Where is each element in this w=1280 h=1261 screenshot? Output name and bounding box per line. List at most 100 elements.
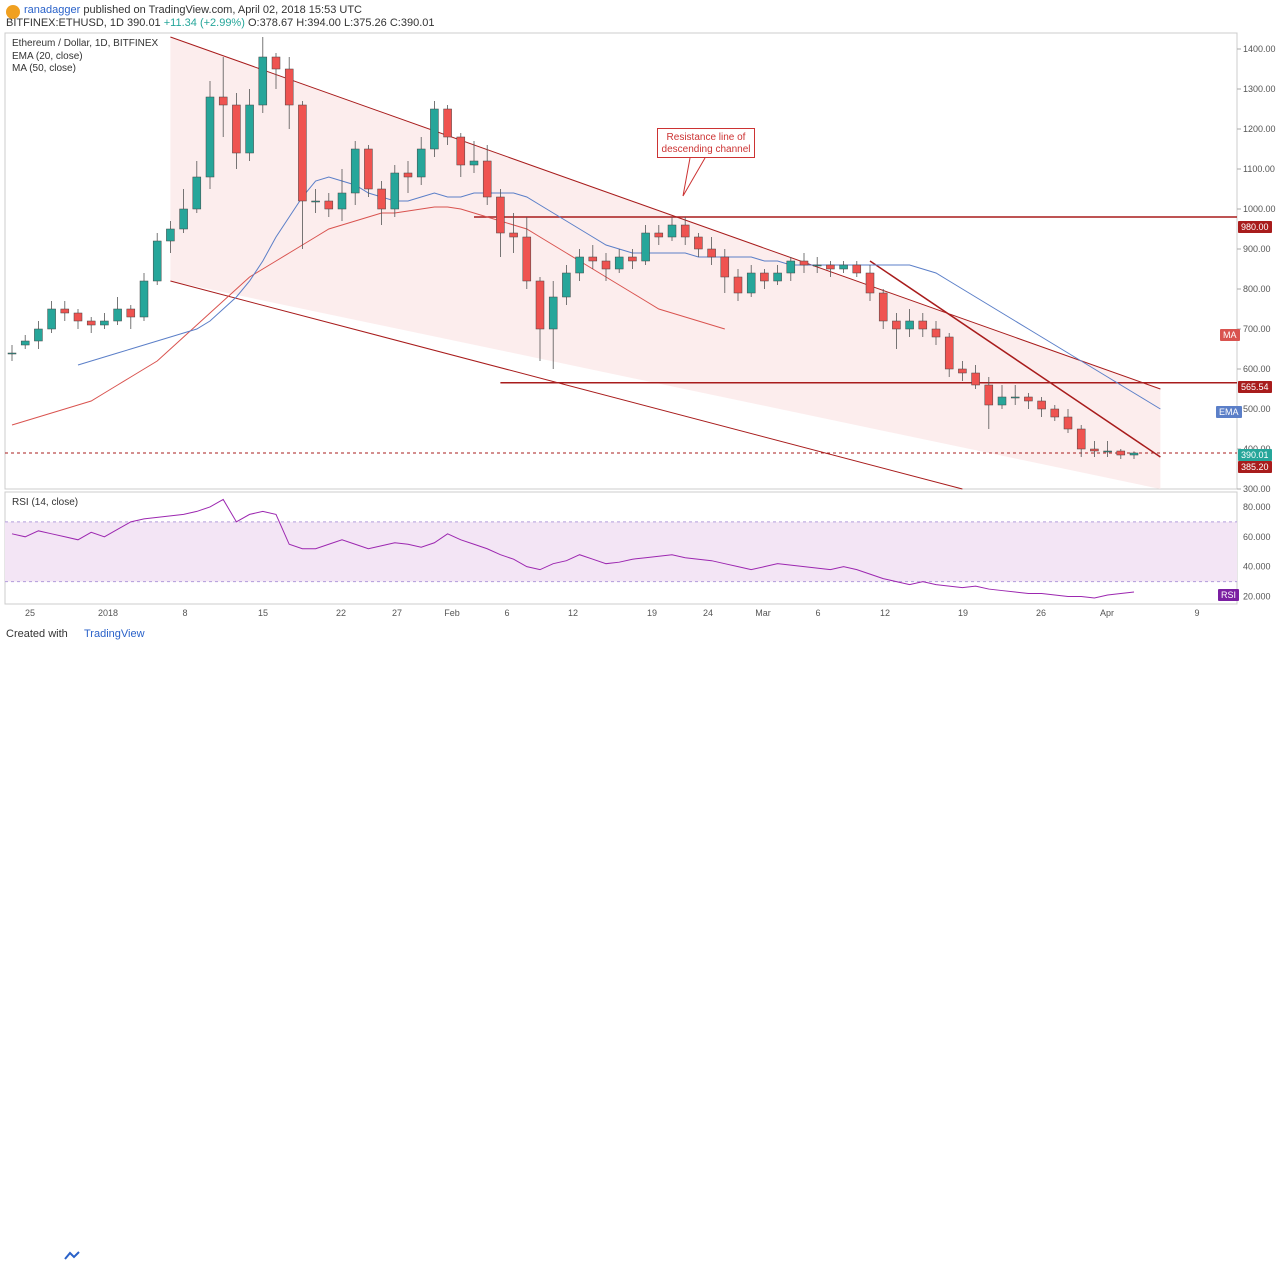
- y-tick-label: 600.00: [1243, 364, 1271, 374]
- candle-body: [271, 56, 281, 70]
- author-link[interactable]: ranadagger: [24, 4, 81, 16]
- candle-body: [707, 248, 716, 258]
- candle-body: [1090, 448, 1099, 452]
- candle-body: [377, 188, 386, 210]
- ma-tag: MA: [1220, 329, 1240, 341]
- candle-body: [126, 308, 136, 318]
- candle-body: [786, 260, 796, 274]
- candle-body: [482, 160, 492, 198]
- resistance-trendline: [869, 260, 1161, 458]
- candle-body: [443, 108, 452, 138]
- ma-legend[interactable]: MA (50, close): [12, 63, 76, 74]
- change: +11.34 (+2.99%): [163, 17, 245, 29]
- candle-body: [614, 256, 624, 270]
- x-tick-label: 27: [392, 608, 402, 618]
- x-tick-label: Mar: [755, 608, 771, 618]
- candle-body: [205, 96, 215, 178]
- candle-body: [1024, 396, 1033, 402]
- candle-body: [100, 320, 109, 326]
- candle-body: [456, 136, 466, 166]
- candle-body: [509, 232, 518, 238]
- callout-pointer: [682, 157, 706, 197]
- candle-body: [1129, 452, 1139, 456]
- candle-body: [245, 104, 254, 154]
- x-tick-label: 12: [880, 608, 890, 618]
- candle-body: [562, 272, 571, 298]
- y-tick-label: 1200.00: [1243, 124, 1276, 134]
- candle-body: [667, 224, 677, 238]
- candle-body: [1037, 400, 1046, 410]
- candle-body: [166, 228, 175, 242]
- channel-upper-line: [170, 36, 1161, 390]
- x-tick-label: Apr: [1100, 608, 1114, 618]
- x-tick-label: 22: [336, 608, 346, 618]
- ema-tag: EMA: [1216, 406, 1242, 418]
- rsi-band: [5, 521, 1237, 582]
- y-tick-label: 1100.00: [1243, 164, 1275, 174]
- candle-body: [113, 308, 122, 322]
- y-tick-label: 800.00: [1243, 284, 1271, 294]
- candle-body: [139, 280, 149, 318]
- candle-body: [826, 264, 835, 270]
- avatar[interactable]: [6, 5, 20, 19]
- x-tick-label: 8: [182, 608, 187, 618]
- candle-body: [680, 224, 690, 238]
- candle-body: [799, 260, 809, 266]
- publish-info: ranadagger published on TradingView.com,…: [24, 4, 362, 16]
- candle-body: [152, 240, 162, 282]
- y-tick-label: 1400.00: [1243, 44, 1276, 54]
- created-with: Created with: [6, 628, 68, 640]
- candle-body: [1103, 450, 1112, 453]
- candle-body: [746, 272, 756, 294]
- candle-body: [575, 256, 584, 274]
- candle-body: [337, 192, 347, 210]
- x-tick-label: 12: [568, 608, 578, 618]
- chart-title: Ethereum / Dollar, 1D, BITFINEX: [12, 38, 159, 49]
- candle-body: [878, 292, 888, 322]
- channel-lower-line: [170, 280, 963, 490]
- candle-body: [733, 276, 743, 294]
- tradingview-logo-icon: [64, 1251, 80, 1260]
- candle-body: [944, 336, 954, 370]
- candle-body: [628, 256, 637, 262]
- y-tick-label: 300.00: [1243, 484, 1271, 494]
- candle-body: [20, 340, 30, 346]
- candle-body: [7, 352, 17, 355]
- candle-body: [73, 312, 83, 322]
- price-chart[interactable]: 1400.00 1300.00 1200.00 1100.00 1000.00 900.0…: [0, 0, 1280, 646]
- candle-body: [812, 264, 822, 267]
- candle-body: [641, 232, 650, 262]
- candle-body: [1050, 408, 1060, 418]
- y-tick-label: 1000.00: [1243, 204, 1276, 214]
- candle-body: [984, 384, 994, 406]
- candle-body: [403, 172, 413, 178]
- level-565-tag: 565.54: [1238, 381, 1272, 393]
- candle-body: [958, 368, 967, 374]
- candle-body: [284, 68, 294, 106]
- rsi-legend[interactable]: RSI (14, close): [12, 497, 79, 508]
- candle-body: [522, 236, 532, 282]
- candle-body: [720, 256, 730, 278]
- candle-body: [311, 200, 320, 203]
- last-low-tag: 385.20: [1238, 461, 1272, 473]
- candle-body: [535, 280, 545, 330]
- x-tick-label: 2018: [98, 608, 118, 618]
- tradingview-link[interactable]: TradingView: [84, 628, 145, 640]
- ohlc-line: BITFINEX:ETHUSD, 1D 390.01 +11.34 (+2.99…: [6, 17, 435, 29]
- y-tick-label: 900.00: [1243, 244, 1271, 254]
- rsi-tick-label: 20.000: [1243, 592, 1271, 602]
- publish-text: published on TradingView.com, April 02, …: [83, 4, 362, 16]
- y-tick-label: 700.00: [1243, 324, 1271, 334]
- candle-body: [496, 196, 505, 234]
- candle-body: [324, 200, 334, 210]
- candle-body: [931, 328, 941, 338]
- x-tick-label: 25: [25, 608, 35, 618]
- ema-legend[interactable]: EMA (20, close): [12, 51, 83, 62]
- candle-body: [86, 320, 96, 326]
- y-tick-label: 1300.00: [1243, 84, 1276, 94]
- candle-body: [839, 264, 848, 270]
- candle-body: [892, 320, 901, 330]
- candle-body: [34, 328, 43, 342]
- level-980-tag: 980.00: [1238, 221, 1272, 233]
- candle-body: [773, 272, 782, 282]
